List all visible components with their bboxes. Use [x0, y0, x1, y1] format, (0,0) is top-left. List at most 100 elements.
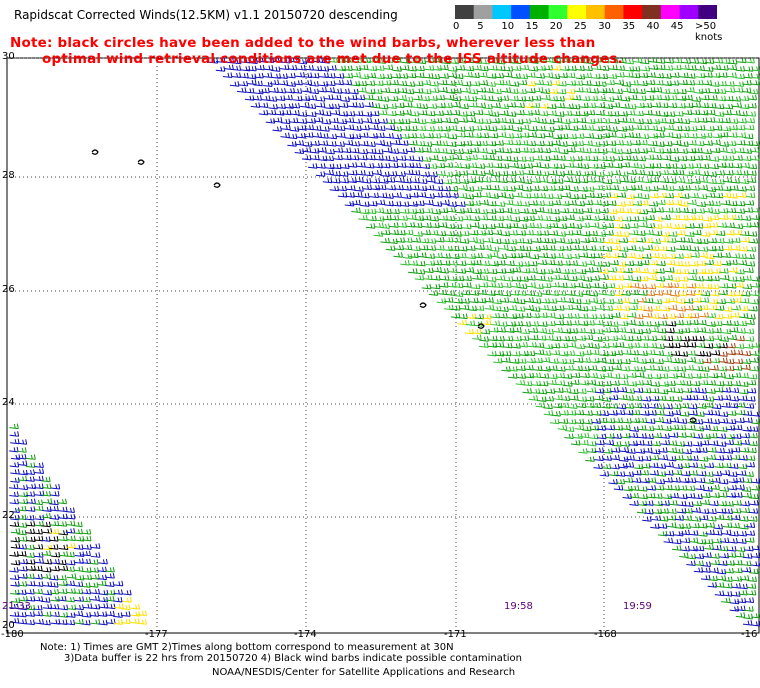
wind-barb	[622, 417, 632, 424]
wind-barb	[602, 387, 612, 394]
wind-barb	[576, 117, 587, 124]
wind-barb	[706, 454, 717, 461]
wind-barb	[42, 611, 52, 617]
wind-barb	[258, 102, 269, 109]
wind-barb	[17, 447, 27, 453]
wind-barb	[690, 117, 700, 123]
wind-barb	[688, 133, 698, 139]
wind-barb	[288, 117, 299, 124]
wind-barb	[579, 163, 590, 169]
wind-barb	[624, 395, 634, 401]
wind-barb	[733, 229, 743, 236]
wind-barb	[65, 507, 75, 513]
wind-barb	[462, 282, 472, 288]
wind-barb	[663, 351, 673, 357]
wind-barb	[716, 441, 727, 447]
wind-barb	[642, 516, 652, 522]
wind-barb	[559, 402, 570, 408]
wind-barb	[82, 544, 92, 550]
wind-barb	[740, 439, 750, 446]
wind-barb	[526, 72, 536, 78]
wind-barb	[570, 379, 580, 386]
wind-barb	[356, 162, 366, 168]
wind-barb	[439, 282, 449, 288]
wind-barb	[413, 222, 423, 229]
wind-barb	[457, 192, 468, 199]
wind-barb	[604, 439, 615, 446]
wind-barb	[513, 118, 524, 125]
wind-barb	[81, 588, 92, 595]
wind-barb	[612, 364, 622, 371]
wind-barb	[505, 260, 515, 267]
wind-barb	[727, 334, 738, 341]
wind-barb	[446, 207, 457, 213]
wind-barb	[407, 214, 417, 221]
wind-barb	[568, 125, 579, 131]
scale-swatch	[511, 5, 531, 19]
wind-barb	[480, 328, 491, 335]
wind-barb	[376, 125, 386, 132]
wind-barb	[679, 411, 690, 417]
wind-barb	[636, 155, 647, 162]
wind-barb	[81, 535, 92, 542]
wind-barb	[716, 568, 727, 575]
wind-barb	[315, 102, 326, 108]
wind-barb	[595, 304, 605, 311]
wind-barb	[692, 500, 702, 507]
wind-barb	[736, 470, 747, 476]
wind-barb	[58, 565, 69, 572]
wind-barb	[292, 88, 303, 94]
wind-barb	[710, 357, 721, 364]
wind-barb	[602, 246, 613, 252]
wind-barb	[370, 177, 381, 184]
wind-barb	[442, 109, 453, 116]
wind-barb	[698, 379, 709, 386]
wind-barb	[447, 125, 458, 131]
wind-barb	[613, 298, 623, 305]
wind-barb	[303, 132, 314, 138]
wind-barb	[276, 103, 286, 109]
wind-barb	[702, 552, 712, 558]
wind-barb	[426, 118, 436, 125]
wind-barb	[429, 81, 439, 87]
wind-barb	[577, 388, 587, 394]
wind-barb	[479, 342, 489, 348]
wind-barb	[677, 88, 687, 95]
wind-barb	[547, 379, 557, 386]
wind-barb	[742, 275, 752, 281]
wind-barb	[657, 117, 667, 124]
wind-barb	[9, 574, 20, 581]
wind-barb	[700, 94, 710, 101]
wind-barb	[548, 373, 558, 380]
wind-barb	[664, 57, 675, 64]
wind-barb	[718, 131, 729, 138]
wind-barb	[736, 132, 747, 138]
wind-barb	[429, 154, 439, 161]
wind-barb	[448, 186, 459, 192]
wind-barb	[354, 186, 364, 192]
wind-barb	[677, 223, 687, 230]
wind-barb	[25, 491, 36, 497]
wind-barb	[387, 103, 397, 109]
wind-barb	[725, 424, 736, 431]
wind-barb	[669, 147, 679, 154]
wind-barb	[733, 349, 744, 356]
wind-barb	[489, 251, 499, 258]
wind-barb	[587, 313, 598, 320]
wind-barb	[702, 357, 712, 364]
wind-barb	[665, 387, 676, 393]
wind-barb	[17, 589, 27, 595]
wind-barb	[698, 304, 709, 311]
wind-barb	[443, 297, 454, 303]
wind-barb	[666, 320, 677, 327]
wind-barb	[652, 154, 662, 161]
wind-barb	[469, 297, 479, 304]
wind-barb	[712, 334, 723, 341]
wind-barb	[693, 418, 704, 425]
wind-barb	[375, 199, 386, 206]
wind-barb	[580, 222, 591, 228]
wind-barb	[511, 266, 522, 273]
wind-barb	[515, 102, 526, 109]
wind-barb	[629, 80, 639, 86]
wind-barb	[647, 335, 658, 342]
